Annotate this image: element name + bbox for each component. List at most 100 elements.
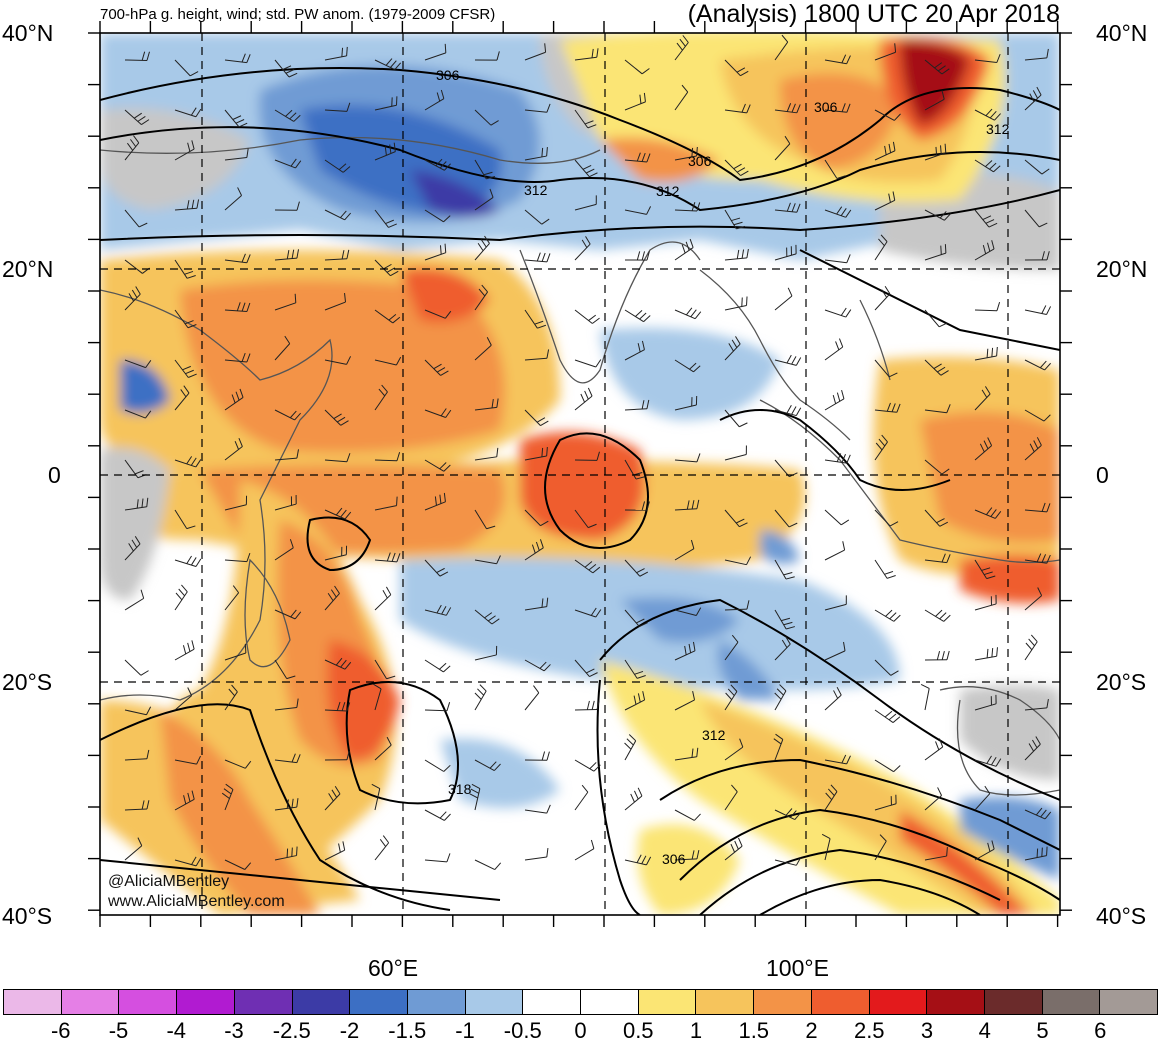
- wind-barb: [924, 609, 951, 622]
- wind-barb: [371, 783, 381, 811]
- wind-barb: [324, 507, 352, 520]
- wind-barb: [224, 684, 238, 711]
- wind-barb: [774, 287, 793, 311]
- wind-barb: [374, 96, 398, 111]
- wind-barb: [674, 850, 700, 861]
- wind-barb: [924, 59, 950, 75]
- wind-barb: [774, 559, 795, 580]
- colorbar-swatch: [811, 990, 870, 1014]
- wind-barb: [724, 409, 748, 428]
- wind-barb: [224, 585, 240, 611]
- wind-barb: [224, 148, 249, 161]
- colorbar-label: -0.5: [503, 1018, 542, 1043]
- wind-barb: [524, 685, 540, 711]
- wind-barb: [174, 359, 197, 378]
- wind-barb: [624, 787, 643, 811]
- wind-barb: [274, 409, 302, 421]
- wind-barb: [874, 794, 897, 811]
- colorbar-swatch: [350, 990, 408, 1014]
- wind-barb: [224, 495, 248, 511]
- wind-barb: [874, 509, 899, 527]
- wind-barb: [424, 702, 451, 712]
- wind-barb: [124, 497, 149, 511]
- wind-barb: [824, 754, 851, 765]
- wind-barb: [774, 103, 801, 114]
- wind-barb: [474, 684, 487, 711]
- wind-barb: [924, 459, 950, 475]
- lat-label-left: 0: [48, 462, 61, 488]
- wind-barb: [424, 809, 451, 821]
- wind-barb: [374, 586, 392, 611]
- wind-barb: [574, 48, 599, 61]
- wind-barb: [124, 749, 150, 761]
- wind-barb: [374, 58, 402, 71]
- wind-barb: [224, 302, 251, 313]
- wind-barb: [1024, 251, 1050, 261]
- wind-barb: [124, 359, 152, 369]
- header-right-title: (Analysis) 1800 UTC 20 Apr 2018: [687, 0, 1060, 28]
- wind-barb: [624, 152, 651, 163]
- wind-barb: [824, 307, 852, 318]
- wind-barb: [974, 301, 1001, 312]
- wind-barb: [324, 249, 350, 261]
- wind-barb: [874, 191, 896, 211]
- wind-barb: [624, 609, 648, 628]
- wind-barb: [474, 759, 501, 771]
- wind-barb: [724, 209, 746, 230]
- colorbar-label: 1.5: [738, 1018, 770, 1043]
- wind-barb: [274, 59, 298, 78]
- wind-barb: [324, 209, 352, 221]
- wind-barb: [174, 259, 196, 279]
- wind-barb: [1024, 502, 1051, 513]
- wind-barb: [624, 691, 646, 711]
- wind-barb: [974, 785, 991, 811]
- wind-barb: [974, 559, 996, 580]
- wind-barb: [1024, 86, 1042, 111]
- wind-barb: [874, 234, 888, 261]
- wind-barb: [724, 556, 752, 566]
- wind-barb: [821, 833, 831, 861]
- wind-barb: [474, 447, 499, 461]
- colorbar-swatch: [177, 990, 235, 1014]
- colorbar-label: -1: [455, 1018, 475, 1043]
- wind-barb: [924, 787, 943, 811]
- colorbar-label: 6: [1094, 1018, 1107, 1043]
- wind-barb: [274, 846, 298, 861]
- wind-barb: [474, 337, 492, 361]
- wind-barb: [624, 854, 652, 866]
- lat-label-right: 0: [1096, 462, 1109, 488]
- colorbar-label: 2.5: [853, 1018, 885, 1043]
- colorbar-label: 1: [689, 1018, 703, 1043]
- wind-barb: [974, 437, 993, 461]
- wind-barb: [424, 759, 451, 772]
- wind-barb: [524, 43, 547, 61]
- wind-barb: [624, 734, 637, 761]
- wind-barb: [1024, 209, 1048, 228]
- wind-barb: [824, 784, 838, 811]
- wind-barb: [524, 509, 549, 527]
- wind-barb: [174, 856, 202, 867]
- wind-barb: [274, 449, 300, 461]
- wind-barb: [724, 159, 749, 176]
- wind-barb: [674, 690, 696, 711]
- wind-barb: [1024, 807, 1052, 820]
- wind-barb: [374, 659, 396, 680]
- wind-barb: [774, 509, 798, 528]
- wind-barb: [174, 199, 200, 211]
- wind-barb: [274, 335, 291, 361]
- wind-barb: [924, 553, 951, 564]
- wind-barb: [224, 552, 251, 563]
- wind-barb: [724, 784, 738, 811]
- wind-barb: [674, 641, 696, 661]
- wind-barb: [674, 238, 694, 261]
- wind-barb: [124, 706, 152, 716]
- lat-label-right: 20°S: [1096, 669, 1147, 695]
- wind-barb: [124, 135, 140, 161]
- wind-barb: [874, 43, 897, 61]
- wind-barb: [224, 438, 243, 461]
- wind-barb: [274, 753, 301, 764]
- wind-barb: [174, 309, 197, 329]
- wind-barb: [574, 236, 591, 261]
- wind-barb: [824, 686, 842, 711]
- wind-barb: [474, 159, 496, 180]
